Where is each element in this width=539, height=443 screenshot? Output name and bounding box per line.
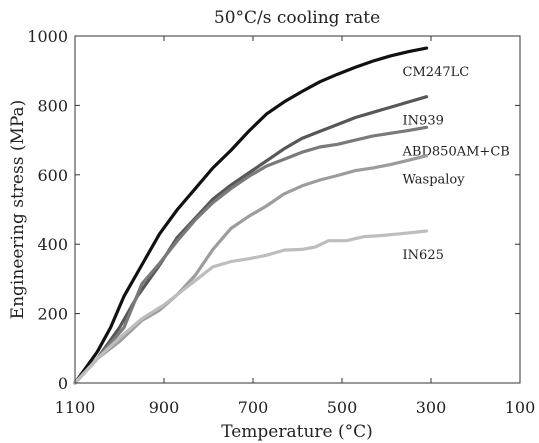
chart-title: 50°C/s cooling rate xyxy=(214,8,380,28)
series-line-cm247lc xyxy=(73,46,429,385)
series-label: Waspaloy xyxy=(403,173,466,188)
x-tick-label: 1100 xyxy=(55,398,96,417)
x-tick-label: 700 xyxy=(238,398,269,417)
y-tick-label: 200 xyxy=(37,305,68,324)
y-tick-label: 600 xyxy=(37,166,68,185)
plot-area-frame xyxy=(74,35,521,384)
series-label: ABD850AM+CB xyxy=(402,144,510,159)
series-label: IN939 xyxy=(403,114,444,129)
y-axis-title: Engineering stress (MPa) xyxy=(8,100,28,320)
series-line-waspaloy xyxy=(73,154,429,385)
series-layer: CM247LC IN939 ABD850AM+CB Waspaloy IN625 xyxy=(73,46,510,385)
series-label: IN625 xyxy=(403,248,444,263)
x-tick-label: 300 xyxy=(416,398,447,417)
series-label: CM247LC xyxy=(403,65,470,80)
series-line-in625 xyxy=(73,229,429,385)
x-tick-label: 900 xyxy=(149,398,180,417)
y-tick-label: 1000 xyxy=(27,27,68,46)
x-tick-label: 500 xyxy=(327,398,358,417)
y-tick-label: 0 xyxy=(58,374,68,393)
x-axis-title: Temperature (°C) xyxy=(221,422,373,442)
y-tick-label: 400 xyxy=(37,235,68,254)
x-tick-label: 100 xyxy=(505,398,536,417)
series-line-in939 xyxy=(73,95,429,385)
series-line-abd850am-cb xyxy=(73,125,429,385)
y-tick-label: 800 xyxy=(37,96,68,115)
